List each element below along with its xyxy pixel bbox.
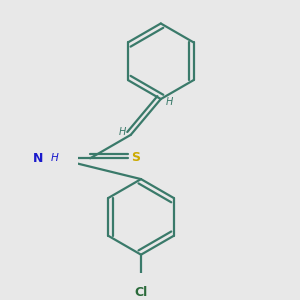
Text: H: H — [119, 127, 126, 137]
Text: N: N — [33, 152, 44, 165]
Text: S: S — [131, 151, 140, 164]
Text: H: H — [166, 97, 173, 107]
Text: Cl: Cl — [134, 286, 148, 299]
Text: H: H — [51, 153, 58, 163]
